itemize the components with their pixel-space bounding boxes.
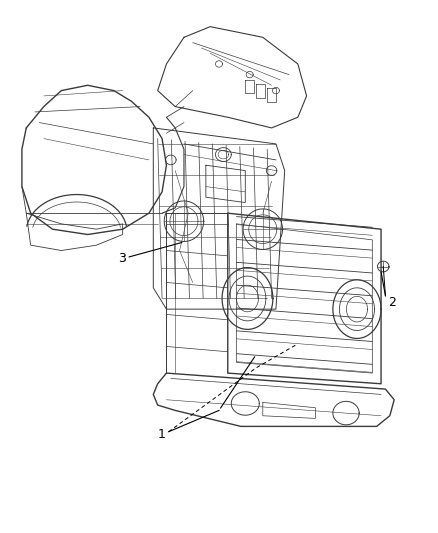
Text: 2: 2 [388,296,396,309]
Text: 1: 1 [158,428,166,441]
Text: 3: 3 [118,252,126,265]
